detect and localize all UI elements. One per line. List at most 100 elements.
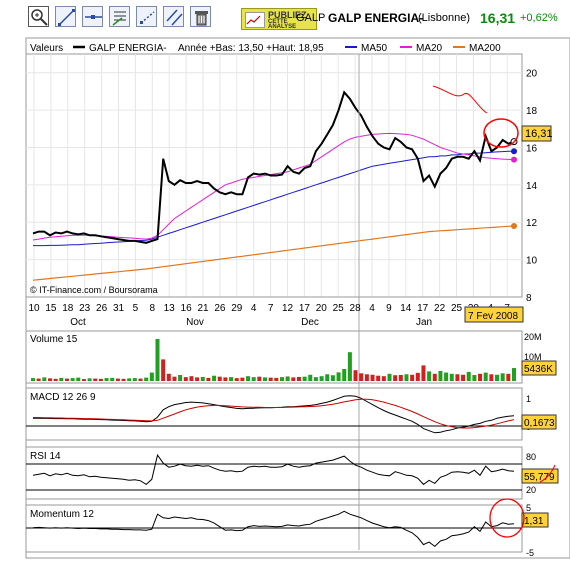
x-tick-label: 13 bbox=[164, 303, 176, 314]
x-tick-label: 21 bbox=[197, 303, 209, 314]
volume-bar bbox=[195, 377, 200, 381]
macd-panel bbox=[25, 387, 523, 441]
trash-icon[interactable] bbox=[190, 6, 211, 27]
volume-bar bbox=[472, 375, 477, 381]
rsi-line bbox=[32, 453, 515, 486]
momentum-series bbox=[32, 510, 515, 548]
volume-bar bbox=[353, 370, 358, 381]
volume-panel bbox=[25, 330, 523, 384]
volume-bar bbox=[500, 373, 505, 381]
volume-bar bbox=[42, 377, 47, 381]
volume-bar bbox=[127, 378, 132, 381]
volume-bar bbox=[87, 378, 92, 381]
y-tick-label: 18 bbox=[526, 106, 538, 117]
volume-bar bbox=[263, 377, 268, 381]
ma20-series bbox=[32, 132, 517, 241]
volume-bar bbox=[359, 373, 364, 381]
svg-text:0,1673: 0,1673 bbox=[524, 418, 555, 429]
volume-bar bbox=[370, 374, 375, 381]
y-tick-label: 8 bbox=[526, 293, 532, 304]
volume-bar bbox=[308, 374, 313, 381]
parallel-line-icon[interactable] bbox=[163, 6, 184, 27]
x-tick-label: 10 bbox=[28, 303, 40, 314]
volume-bar bbox=[330, 375, 335, 381]
volume-tick: 10M bbox=[524, 352, 542, 362]
volume-bar bbox=[166, 373, 171, 381]
svg-text:7 Fev 2008: 7 Fev 2008 bbox=[468, 311, 518, 322]
volume-bar bbox=[47, 378, 52, 381]
legend-series-label: GALP ENERGIA- bbox=[89, 43, 167, 54]
fibonacci-icon[interactable] bbox=[136, 6, 157, 27]
volume-bar bbox=[229, 377, 234, 381]
month-label: Oct bbox=[70, 317, 86, 328]
horizontal-line-icon[interactable] bbox=[82, 6, 103, 27]
publish-analysis-button[interactable]: PUBLIEZ CETTE ANALYSE bbox=[241, 8, 317, 30]
month-label: Nov bbox=[186, 317, 204, 328]
ma20-line bbox=[32, 132, 515, 241]
volume-bar bbox=[495, 374, 500, 381]
volume-bar bbox=[427, 371, 432, 381]
volume-bar bbox=[76, 377, 81, 381]
rsi-tick: 80 bbox=[526, 452, 536, 462]
volume-bar bbox=[387, 373, 392, 381]
volume-bar bbox=[104, 378, 109, 381]
volume-bar bbox=[217, 376, 222, 381]
volume-bar bbox=[404, 374, 409, 381]
volume-bar bbox=[381, 376, 386, 381]
x-axis-days: 10 15 18 23 26 31 5 8 13 16 21 26 29 4 7 12 17 20 25 28 4 9 14… bbox=[28, 303, 510, 314]
legend-year-range: Année +Bas: 13,50 +Haut: 18,95 bbox=[178, 43, 324, 54]
volume-bar bbox=[279, 377, 284, 381]
month-label: Jan bbox=[416, 317, 432, 328]
ticker-symbol: GALP bbox=[296, 12, 326, 24]
rsi-value-tag: 55,779 bbox=[521, 468, 559, 484]
volume-bar bbox=[183, 377, 188, 381]
volume-bar bbox=[81, 379, 86, 381]
trendline-icon[interactable] bbox=[55, 6, 76, 27]
volume-bar bbox=[489, 374, 494, 381]
volume-tick: 20M bbox=[524, 332, 542, 342]
x-tick-label: 4 bbox=[251, 303, 257, 314]
ma50-end-marker bbox=[511, 148, 517, 155]
volume-bar bbox=[206, 377, 211, 381]
volume-bar bbox=[274, 377, 279, 381]
macd-signal-line bbox=[33, 398, 515, 429]
volume-bar bbox=[398, 375, 403, 381]
ad-label-2: CETTE ANALYSE bbox=[268, 19, 297, 30]
volume-bar bbox=[461, 374, 466, 381]
volume-bar bbox=[234, 378, 239, 381]
svg-text:16,31: 16,31 bbox=[525, 128, 553, 140]
volume-bar bbox=[59, 377, 64, 381]
rsi-label: RSI 14 bbox=[30, 451, 61, 462]
rsi-tick: 20 bbox=[526, 485, 536, 495]
ma50-line bbox=[33, 150, 514, 247]
volume-bar bbox=[478, 373, 483, 381]
volume-bar bbox=[415, 372, 420, 381]
price-gridlines bbox=[26, 54, 522, 298]
x-tick-label: 9 bbox=[386, 303, 392, 314]
x-tick-label: 15 bbox=[45, 303, 57, 314]
copyright-text: © IT-Finance.com / Boursorama bbox=[30, 285, 158, 295]
annotation-icon[interactable] bbox=[109, 6, 130, 27]
price-y-axis: 8 10 12 14 16 18 20 bbox=[526, 69, 538, 304]
legend-values-label: Valeurs bbox=[30, 43, 63, 54]
x-tick-label: 18 bbox=[62, 303, 74, 314]
x-tick-label: 26 bbox=[96, 303, 108, 314]
rsi-series bbox=[32, 453, 515, 486]
volume-bar bbox=[455, 374, 460, 381]
volume-bar bbox=[70, 378, 75, 381]
volume-bar bbox=[302, 376, 307, 381]
month-label: Dec bbox=[301, 317, 319, 328]
macd-tick: 1 bbox=[526, 394, 531, 404]
legend-ma200: MA200 bbox=[469, 43, 501, 54]
x-axis-months: Oct Nov Dec Jan bbox=[70, 317, 432, 328]
volume-bar bbox=[161, 359, 166, 381]
momentum-tick: -5 bbox=[526, 548, 534, 558]
volume-bar bbox=[376, 375, 381, 381]
volume-bar bbox=[172, 376, 177, 381]
volume-bar bbox=[506, 373, 511, 381]
ad-label-1: PUBLIEZ bbox=[268, 10, 307, 20]
x-tick-label: 23 bbox=[79, 303, 91, 314]
volume-bar bbox=[319, 376, 324, 381]
volume-bar bbox=[93, 378, 98, 381]
zoom-icon[interactable] bbox=[28, 6, 49, 27]
